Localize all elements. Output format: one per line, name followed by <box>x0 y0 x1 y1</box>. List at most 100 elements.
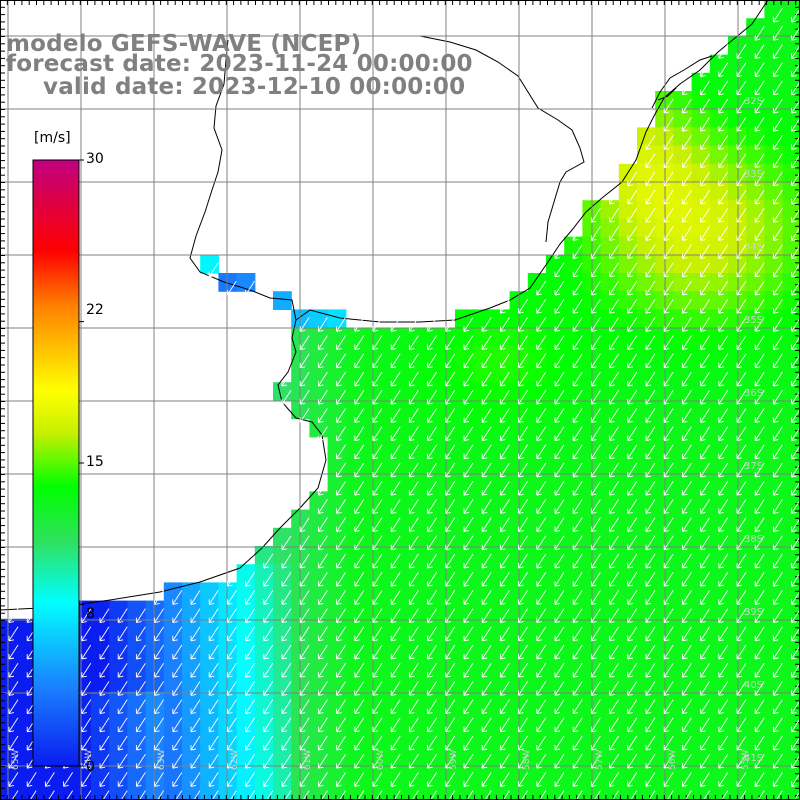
wind-arrow <box>572 553 583 569</box>
wind-arrow <box>354 535 365 551</box>
wind-arrow <box>499 571 510 587</box>
wind-arrow <box>408 444 419 460</box>
wind-arrow <box>645 699 656 715</box>
wind-arrow <box>645 189 656 205</box>
wind-arrow <box>700 408 710 423</box>
wind-arrow <box>336 389 346 405</box>
wind-arrow <box>481 553 492 569</box>
wind-arrow <box>590 772 601 787</box>
wind-arrow <box>536 772 547 787</box>
wind-arrow <box>445 389 456 405</box>
wind-arrow <box>281 644 292 660</box>
wind-arrow <box>536 790 547 800</box>
wind-arrow <box>463 735 474 751</box>
wind-arrow <box>609 662 619 678</box>
wind-arrow <box>190 608 201 624</box>
wind-arrow <box>390 480 401 496</box>
wind-arrow <box>590 335 601 351</box>
wind-arrow <box>354 335 365 351</box>
wind-arrow <box>554 444 565 460</box>
wind-arrow <box>772 317 783 332</box>
wind-arrow <box>627 772 638 787</box>
wind-arrow <box>481 517 492 533</box>
wind-arrow <box>154 626 164 642</box>
wind-arrow <box>154 790 164 800</box>
wind-arrow <box>372 662 383 678</box>
wind-arrow <box>590 735 601 751</box>
colorbar-tick-label: 30 <box>86 151 104 167</box>
wind-arrow <box>590 462 601 478</box>
wind-arrow <box>645 317 656 332</box>
wind-arrow <box>408 535 419 551</box>
latitude-label: 41S <box>744 753 763 764</box>
wind-arrow <box>499 426 510 442</box>
wind-arrow <box>299 517 310 533</box>
wind-arrow <box>427 553 437 569</box>
wind-speed-cell <box>782 473 800 492</box>
wind-speed-cell <box>254 546 274 565</box>
wind-speed-cell <box>782 291 800 310</box>
wind-arrow <box>518 571 528 587</box>
wind-arrow <box>336 717 346 733</box>
wind-arrow <box>572 371 583 387</box>
wind-arrow <box>590 790 601 800</box>
wind-arrow <box>645 244 656 260</box>
wind-arrow <box>572 571 583 587</box>
wind-arrow <box>172 699 183 715</box>
wind-arrow <box>390 662 401 678</box>
wind-arrow <box>263 753 274 769</box>
wind-arrow <box>645 280 656 296</box>
wind-arrow <box>336 590 346 605</box>
wind-arrow <box>463 426 474 442</box>
wind-arrow <box>645 608 656 624</box>
wind-arrow <box>645 207 656 223</box>
wind-speed-cell <box>782 673 800 693</box>
wind-arrow <box>372 608 383 624</box>
wind-arrow <box>627 444 638 460</box>
wind-arrow <box>736 171 747 187</box>
wind-arrow <box>263 626 274 642</box>
wind-arrow <box>754 444 765 460</box>
wind-arrow <box>754 98 765 114</box>
wind-arrow <box>463 408 474 423</box>
wind-speed-cell <box>782 637 800 656</box>
wind-arrow <box>572 699 583 715</box>
wind-arrow <box>663 681 674 696</box>
longitude-label: 62W <box>230 750 240 770</box>
wind-arrow <box>245 590 255 605</box>
wind-arrow <box>536 699 547 715</box>
wind-arrow <box>226 280 237 296</box>
wind-arrow <box>481 753 492 769</box>
wind-arrow <box>8 626 19 642</box>
wind-arrow <box>336 626 346 642</box>
wind-arrow <box>681 80 692 96</box>
wind-arrow <box>609 262 619 278</box>
wind-arrow <box>354 499 365 514</box>
latitude-label: 36S <box>744 388 763 399</box>
wind-arrow <box>609 608 619 624</box>
wind-arrow <box>663 626 674 642</box>
wind-arrow <box>627 244 638 260</box>
wind-arrow <box>645 135 656 150</box>
longitude-label: 56W <box>668 750 678 770</box>
wind-arrow <box>718 626 729 642</box>
wind-arrow <box>736 262 747 278</box>
wind-arrow <box>554 699 565 715</box>
wind-arrow <box>645 644 656 660</box>
wind-arrow <box>645 226 656 241</box>
wind-arrow <box>390 426 401 442</box>
wind-arrow <box>700 790 710 800</box>
wind-arrow <box>681 244 692 260</box>
wind-arrow <box>172 772 183 787</box>
wind-arrow <box>609 753 619 769</box>
wind-arrow <box>772 153 783 169</box>
wind-speed-cell <box>746 18 765 37</box>
wind-arrow <box>172 790 183 800</box>
wind-arrow <box>390 353 401 369</box>
wind-arrow <box>408 317 419 332</box>
wind-arrow <box>518 408 528 423</box>
wind-arrow <box>736 298 747 314</box>
wind-speed-cell <box>782 400 800 420</box>
wind-arrow <box>645 717 656 733</box>
